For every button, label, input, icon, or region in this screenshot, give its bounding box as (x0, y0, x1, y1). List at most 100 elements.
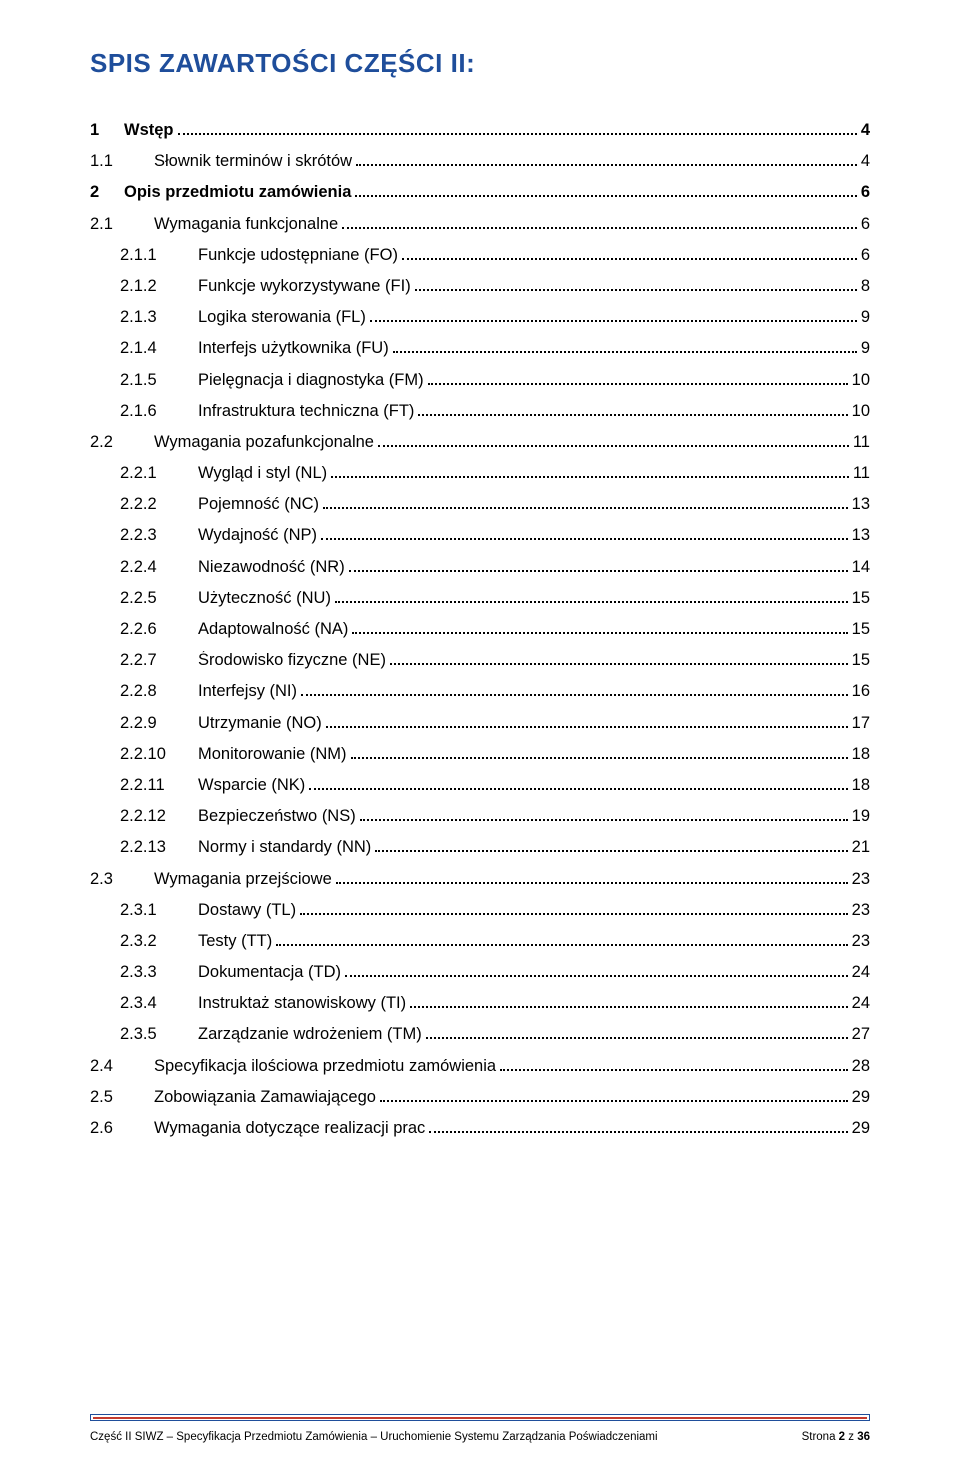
toc-leader-dots (321, 527, 848, 540)
toc-row[interactable]: 2.2.5Użyteczność (NU) 15 (90, 589, 870, 608)
toc-entry-number: 2.2.10 (90, 745, 198, 764)
toc-entry-body: Monitorowanie (NM) 18 (198, 745, 870, 764)
toc-entry-body: Wymagania funkcjonalne 6 (154, 215, 870, 234)
toc-row[interactable]: 2.2.2Pojemność (NC) 13 (90, 495, 870, 514)
toc-entry-number: 2.1.6 (90, 402, 198, 421)
toc-row[interactable]: 1.1Słownik terminów i skrótów 4 (90, 152, 870, 171)
toc-leader-dots (345, 964, 848, 977)
toc-entry-page: 6 (861, 215, 870, 234)
toc-row[interactable]: 2.3.2Testy (TT) 23 (90, 932, 870, 951)
toc-entry-number: 2.2.13 (90, 838, 198, 857)
toc-entry-page: 23 (852, 901, 870, 920)
toc-entry-number: 2.6 (90, 1119, 154, 1138)
toc-entry-number: 2.1.2 (90, 277, 198, 296)
toc-entry-body: Opis przedmiotu zamówienia 6 (124, 183, 870, 202)
toc-row[interactable]: 2.3.3Dokumentacja (TD) 24 (90, 963, 870, 982)
toc-row[interactable]: 2Opis przedmiotu zamówienia 6 (90, 183, 870, 202)
toc-entry-number: 2.1.5 (90, 371, 198, 390)
toc-entry-label: Wstęp (124, 121, 174, 140)
toc-entry-body: Specyfikacja ilościowa przedmiotu zamówi… (154, 1057, 870, 1076)
toc-row[interactable]: 2.1.3Logika sterowania (FL) 9 (90, 308, 870, 327)
toc-entry-label: Testy (TT) (198, 932, 272, 951)
toc-entry-body: Wymagania dotyczące realizacji prac 29 (154, 1119, 870, 1138)
toc-leader-dots (418, 403, 847, 416)
toc-entry-label: Funkcje udostępniane (FO) (198, 246, 398, 265)
toc-entry-number: 1.1 (90, 152, 154, 171)
toc-leader-dots (390, 652, 848, 665)
toc-entry-label: Specyfikacja ilościowa przedmiotu zamówi… (154, 1057, 496, 1076)
toc-leader-dots (500, 1057, 848, 1070)
toc-leader-dots (370, 309, 857, 322)
toc-entry-body: Dostawy (TL) 23 (198, 901, 870, 920)
toc-entry-number: 2.2 (90, 433, 154, 452)
toc-row[interactable]: 2.2.3Wydajność (NP) 13 (90, 526, 870, 545)
toc-entry-page: 15 (852, 651, 870, 670)
toc-entry-number: 2.2.1 (90, 464, 198, 483)
toc-row[interactable]: 2.1.4Interfejs użytkownika (FU) 9 (90, 339, 870, 358)
footer-page-indicator: Strona 2 z 36 (802, 1431, 870, 1443)
toc-row[interactable]: 2.1Wymagania funkcjonalne 6 (90, 215, 870, 234)
toc-row[interactable]: 2.2.9Utrzymanie (NO) 17 (90, 714, 870, 733)
toc-entry-label: Instruktaż stanowiskowy (TI) (198, 994, 406, 1013)
toc-entry-label: Dokumentacja (TD) (198, 963, 341, 982)
toc-entry-body: Pielęgnacja i diagnostyka (FM) 10 (198, 371, 870, 390)
toc-row[interactable]: 2.3.5Zarządzanie wdrożeniem (TM) 27 (90, 1025, 870, 1044)
toc-row[interactable]: 2.5Zobowiązania Zamawiającego 29 (90, 1088, 870, 1107)
toc-leader-dots (309, 777, 847, 790)
toc-leader-dots (426, 1026, 848, 1039)
toc-leader-dots (336, 870, 848, 883)
toc-row[interactable]: 2.1.5Pielęgnacja i diagnostyka (FM) 10 (90, 371, 870, 390)
toc-row[interactable]: 2.3.1Dostawy (TL) 23 (90, 901, 870, 920)
toc-row[interactable]: 2.3.4Instruktaż stanowiskowy (TI) 24 (90, 994, 870, 1013)
toc-row[interactable]: 2.2.4Niezawodność (NR) 14 (90, 558, 870, 577)
toc-leader-dots (402, 247, 857, 260)
toc-entry-label: Bezpieczeństwo (NS) (198, 807, 356, 826)
toc-row[interactable]: 2.2.10Monitorowanie (NM) 18 (90, 745, 870, 764)
toc-row[interactable]: 2.2.6Adaptowalność (NA) 15 (90, 620, 870, 639)
toc-entry-body: Użyteczność (NU) 15 (198, 589, 870, 608)
toc-row[interactable]: 2.2.12Bezpieczeństwo (NS) 19 (90, 807, 870, 826)
toc-row[interactable]: 1Wstęp 4 (90, 121, 870, 140)
toc-row[interactable]: 2.1.1Funkcje udostępniane (FO) 6 (90, 246, 870, 265)
toc-row[interactable]: 2.2.1Wygląd i styl (NL) 11 (90, 464, 870, 483)
toc-entry-label: Funkcje wykorzystywane (FI) (198, 277, 411, 296)
toc-leader-dots (349, 558, 848, 571)
toc-row[interactable]: 2.1.2Funkcje wykorzystywane (FI) 8 (90, 277, 870, 296)
toc-entry-body: Dokumentacja (TD) 24 (198, 963, 870, 982)
toc-row[interactable]: 2.2.13Normy i standardy (NN) 21 (90, 838, 870, 857)
toc-row[interactable]: 2.6Wymagania dotyczące realizacji prac 2… (90, 1119, 870, 1138)
toc-entry-number: 2.2.11 (90, 776, 198, 795)
toc-entry-page: 24 (852, 963, 870, 982)
toc-row[interactable]: 2.1.6Infrastruktura techniczna (FT) 10 (90, 402, 870, 421)
toc-entry-number: 2.2.6 (90, 620, 198, 639)
toc-entry-label: Wygląd i styl (NL) (198, 464, 327, 483)
toc-leader-dots (393, 340, 857, 353)
toc-row[interactable]: 2.2.11Wsparcie (NK) 18 (90, 776, 870, 795)
toc-entry-body: Utrzymanie (NO) 17 (198, 714, 870, 733)
toc-entry-body: Interfejsy (NI) 16 (198, 682, 870, 701)
toc-entry-page: 13 (852, 495, 870, 514)
toc-entry-label: Adaptowalność (NA) (198, 620, 348, 639)
toc-entry-label: Logika sterowania (FL) (198, 308, 366, 327)
toc-entry-label: Monitorowanie (NM) (198, 745, 347, 764)
toc-row[interactable]: 2.4Specyfikacja ilościowa przedmiotu zam… (90, 1057, 870, 1076)
toc-row[interactable]: 2.2.7Środowisko fizyczne (NE) 15 (90, 651, 870, 670)
toc-entry-label: Użyteczność (NU) (198, 589, 331, 608)
toc-entry-number: 2.5 (90, 1088, 154, 1107)
toc-entry-page: 10 (852, 371, 870, 390)
toc-entry-number: 2.3.5 (90, 1025, 198, 1044)
toc-entry-number: 2.4 (90, 1057, 154, 1076)
toc-entry-number: 2.2.3 (90, 526, 198, 545)
toc-leader-dots (355, 184, 856, 197)
toc-leader-dots (429, 1120, 847, 1133)
toc-leader-dots (375, 839, 847, 852)
toc-row[interactable]: 2.3Wymagania przejściowe 23 (90, 870, 870, 889)
toc-entry-label: Wsparcie (NK) (198, 776, 305, 795)
footer-left-text: Część II SIWZ – Specyfikacja Przedmiotu … (90, 1431, 658, 1443)
toc-row[interactable]: 2.2Wymagania pozafunkcjonalne 11 (90, 433, 870, 452)
toc-row[interactable]: 2.2.8Interfejsy (NI) 16 (90, 682, 870, 701)
toc-leader-dots (178, 122, 857, 135)
toc-entry-number: 2.2.8 (90, 682, 198, 701)
toc-entry-page: 16 (852, 682, 870, 701)
toc-entry-number: 2.1.3 (90, 308, 198, 327)
